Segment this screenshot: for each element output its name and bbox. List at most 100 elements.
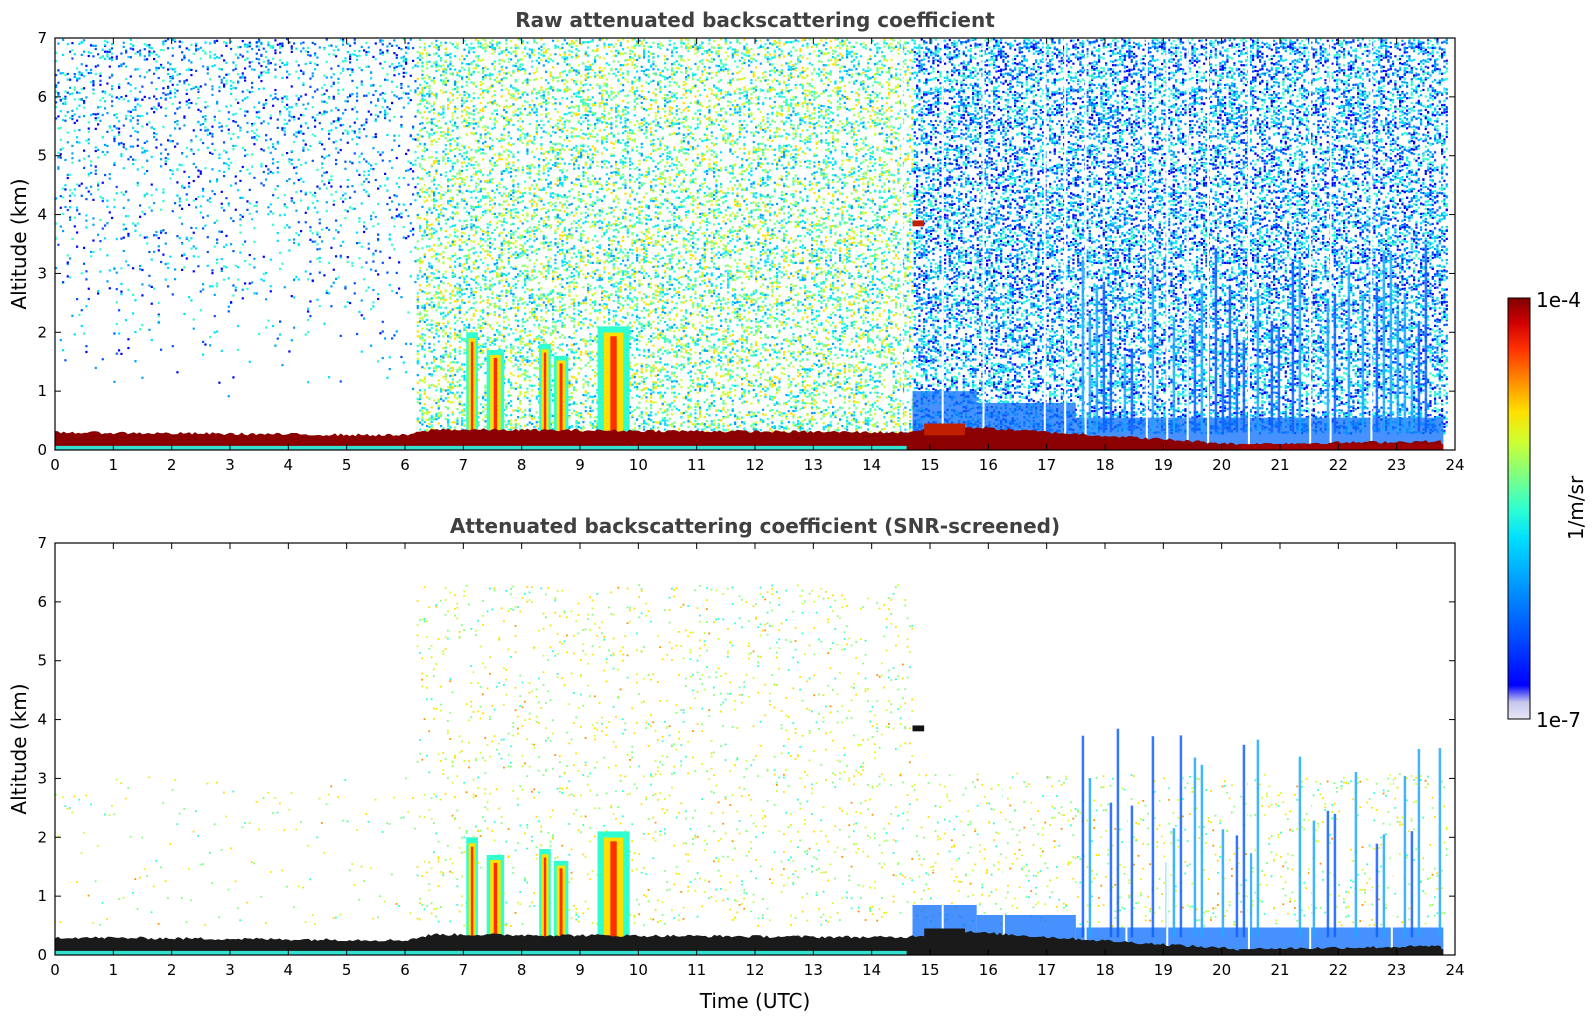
top-noise-pixel — [442, 356, 444, 358]
top-noise-pixel — [347, 51, 349, 53]
top-noise-pixel — [153, 73, 155, 75]
top-noise-pixel — [396, 157, 398, 159]
top-noise-pixel — [302, 41, 304, 43]
top-noise-pixel — [279, 214, 281, 216]
top-noise-pixel — [501, 275, 503, 277]
top-noise-pixel — [137, 98, 139, 100]
top-noise-pixel — [197, 91, 199, 93]
top-noise-pixel — [461, 413, 463, 415]
top-noise-pixel — [447, 311, 449, 313]
top-noise-pixel — [403, 58, 405, 60]
top-noise-pixel — [496, 44, 498, 46]
top-noise-pixel — [372, 168, 374, 170]
top-noise-pixel — [88, 288, 90, 290]
top-noise-pixel — [452, 361, 454, 363]
top-noise-pixel — [407, 160, 409, 162]
top-noise-pixel — [195, 166, 197, 168]
top-noise-pixel — [370, 345, 372, 347]
top-noise-pixel — [454, 348, 456, 350]
top-noise-pixel — [498, 316, 500, 318]
top-noise-pixel — [314, 117, 316, 119]
top-noise-pixel — [438, 271, 440, 273]
top-noise-pixel — [449, 68, 451, 70]
top-noise-pixel — [459, 368, 461, 370]
top-noise-pixel — [244, 67, 246, 69]
top-noise-pixel — [186, 257, 188, 259]
top-noise-pixel — [419, 271, 421, 273]
top-noise-pixel — [454, 273, 456, 275]
top-noise-pixel — [461, 115, 463, 117]
top-noise-pixel — [116, 186, 118, 188]
top-noise-pixel — [428, 156, 430, 158]
top-noise-pixel — [242, 40, 244, 42]
top-noise-pixel — [447, 104, 449, 106]
top-noise-pixel — [118, 142, 120, 144]
top-noise-pixel — [466, 219, 468, 221]
top-noise-pixel — [69, 276, 71, 278]
top-noise-pixel — [466, 133, 468, 135]
top-noise-pixel — [466, 55, 468, 57]
top-noise-pixel — [291, 116, 293, 118]
top-noise-pixel — [225, 244, 227, 246]
top-noise-pixel — [414, 199, 416, 201]
top-noise-pixel — [253, 106, 255, 108]
top-noise-pixel — [176, 169, 178, 171]
top-noise-pixel — [326, 201, 328, 203]
top-noise-pixel — [435, 365, 437, 367]
top-noise-pixel — [344, 192, 346, 194]
top-noise-pixel — [76, 246, 78, 248]
top-noise-pixel — [498, 192, 500, 194]
top-noise-pixel — [468, 301, 470, 303]
top-noise-pixel — [342, 194, 344, 196]
top-noise-pixel — [463, 324, 465, 326]
top-noise-pixel — [375, 250, 377, 252]
top-noise-pixel — [438, 239, 440, 241]
top-noise-pixel — [449, 297, 451, 299]
top-noise-pixel — [459, 173, 461, 175]
top-noise-pixel — [449, 42, 451, 44]
top-noise-pixel — [470, 132, 472, 134]
top-noise-pixel — [300, 42, 302, 44]
top-noise-pixel — [424, 306, 426, 308]
top-noise-pixel — [459, 153, 461, 155]
top-noise-pixel — [501, 308, 503, 310]
top-noise-pixel — [137, 51, 139, 53]
top-noise-pixel — [433, 108, 435, 110]
top-noise-pixel — [113, 381, 115, 383]
top-noise-pixel — [382, 92, 384, 94]
top-noise-pixel — [498, 59, 500, 61]
top-noise-pixel — [251, 125, 253, 127]
top-noise-pixel — [473, 234, 475, 236]
top-noise-pixel — [123, 124, 125, 126]
top-noise-pixel — [361, 351, 363, 353]
top-noise-pixel — [179, 106, 181, 108]
top-noise-pixel — [99, 271, 101, 273]
top-noise-pixel — [279, 110, 281, 112]
top-noise-pixel — [417, 330, 419, 332]
top-noise-pixel — [463, 120, 465, 122]
top-noise-pixel — [330, 109, 332, 111]
top-noise-pixel — [83, 87, 85, 89]
top-noise-pixel — [454, 148, 456, 150]
top-noise-pixel — [473, 118, 475, 120]
top-noise-pixel — [62, 98, 64, 100]
top-noise-pixel — [477, 183, 479, 185]
top-noise-pixel — [197, 176, 199, 178]
top-noise-pixel — [433, 200, 435, 202]
top-noise-pixel — [123, 46, 125, 48]
top-noise-pixel — [412, 388, 414, 390]
top-noise-pixel — [146, 45, 148, 47]
top-noise-pixel — [405, 209, 407, 211]
top-noise-pixel — [153, 128, 155, 130]
top-noise-pixel — [459, 257, 461, 259]
top-noise-pixel — [109, 58, 111, 60]
top-noise-pixel — [363, 49, 365, 51]
top-noise-pixel — [428, 171, 430, 173]
top-noise-pixel — [461, 375, 463, 377]
top-noise-pixel — [424, 407, 426, 409]
top-noise-pixel — [88, 138, 90, 140]
top-noise-pixel — [169, 169, 171, 171]
top-noise-pixel — [449, 258, 451, 260]
top-noise-pixel — [237, 189, 239, 191]
top-noise-pixel — [494, 216, 496, 218]
